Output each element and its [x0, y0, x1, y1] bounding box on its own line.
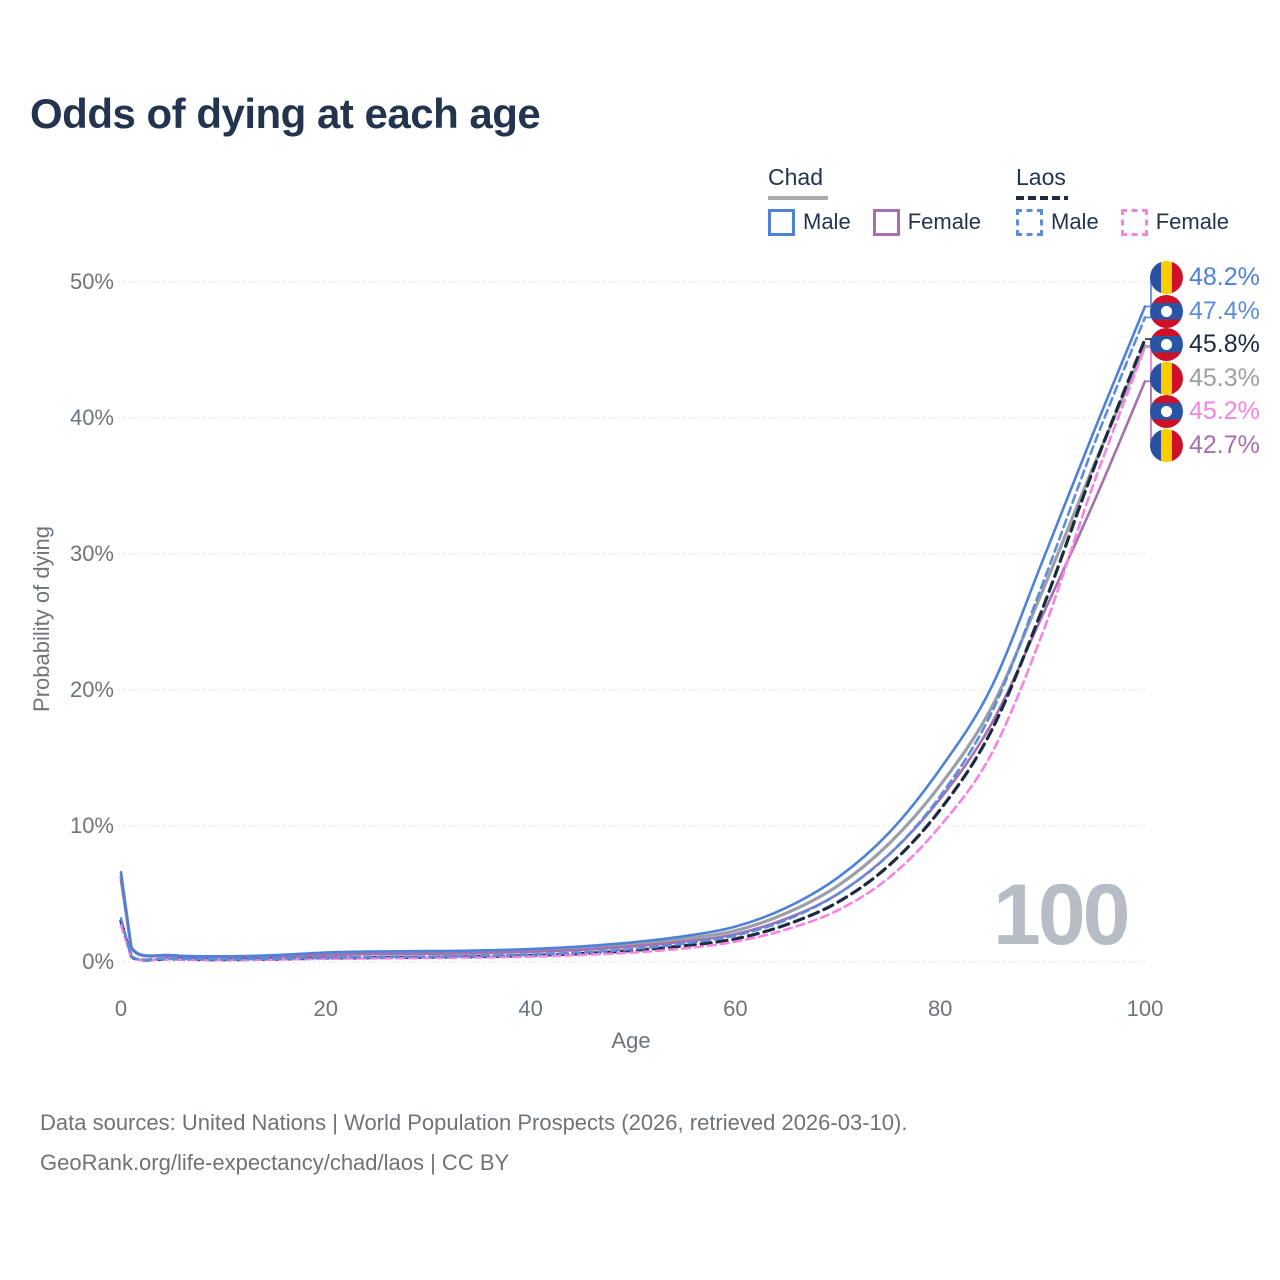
chad-male-swatch-icon: [768, 208, 795, 236]
end-label-row-laos-male: 47.4%: [1150, 294, 1260, 328]
footer-attribution: GeoRank.org/life-expectancy/chad/laos | …: [40, 1150, 510, 1175]
x-tick-label: 20: [313, 996, 339, 1021]
end-label-chad-male: 48.2%: [1189, 263, 1260, 291]
legend-label: Male: [803, 209, 851, 235]
legend-item-chad-male[interactable]: Male: [768, 208, 851, 236]
page-title: Odds of dying at each age: [30, 90, 541, 137]
x-tick-label: 40: [518, 996, 543, 1021]
end-label-row-laos-both: 45.8%: [1150, 328, 1260, 361]
laos-male-swatch-icon: [1016, 208, 1043, 236]
end-label-chad-both: 45.3%: [1189, 363, 1260, 392]
flag-laos-icon: [1150, 328, 1183, 361]
chad-female-swatch-icon: [872, 208, 900, 236]
legend-label: Female: [1155, 209, 1230, 235]
legend-item-chad-female[interactable]: Female: [872, 208, 982, 236]
y-tick-label: 30%: [69, 541, 114, 566]
end-label-row-chad-both: 45.3%: [1150, 361, 1260, 395]
line-chad-both: [119, 344, 1147, 959]
line-chad-male: [119, 305, 1147, 958]
end-label-row-laos-female: 45.2%: [1150, 395, 1260, 428]
flag-laos-icon: [1150, 294, 1183, 328]
footer-sources: Data sources: United Nations | World Pop…: [40, 1110, 908, 1135]
legend-item-laos-male[interactable]: Male: [1016, 208, 1099, 236]
legend-group-chad: Chad Male Female: [768, 164, 981, 236]
flag-laos-icon: [1150, 395, 1183, 428]
x-tick-label: 0: [114, 996, 128, 1021]
end-label-laos-male: 47.4%: [1189, 296, 1260, 325]
y-tick-label: 40%: [69, 405, 114, 430]
legend-country-laos[interactable]: Laos: [1016, 164, 1066, 190]
flag-chad-icon: [1150, 361, 1183, 395]
x-axis-title: Age: [611, 1028, 651, 1053]
end-label-row-chad-male: 48.2%: [1150, 261, 1260, 294]
line-chad-female: [119, 380, 1147, 959]
legend-item-laos-female[interactable]: Female: [1120, 208, 1230, 236]
legend-group-laos: Laos Male Female: [1016, 164, 1229, 236]
laos-female-swatch-icon: [1120, 208, 1148, 236]
y-tick-label: 0%: [82, 949, 114, 974]
y-tick-label: 50%: [69, 269, 114, 294]
age-watermark: 100: [993, 867, 1130, 963]
line-laos-male: [119, 316, 1147, 962]
end-label-row-chad-female: 42.7%: [1150, 428, 1260, 462]
y-tick-label: 10%: [69, 813, 114, 838]
x-tick-label: 60: [723, 996, 748, 1021]
legend-label: Female: [907, 209, 982, 235]
legend-chad-both-swatch-line: [768, 195, 828, 200]
end-label-laos-both: 45.8%: [1189, 330, 1260, 358]
legend-label: Male: [1051, 209, 1099, 235]
line-laos-both: [119, 337, 1147, 962]
legend-country-chad[interactable]: Chad: [768, 164, 823, 190]
flag-chad-icon: [1150, 428, 1183, 462]
flag-chad-icon: [1150, 261, 1183, 294]
x-tick-label: 100: [1126, 996, 1164, 1021]
end-label-laos-female: 45.2%: [1189, 397, 1260, 425]
y-tick-label: 20%: [69, 677, 114, 702]
line-laos-female: [119, 346, 1147, 962]
end-label-chad-female: 42.7%: [1189, 430, 1260, 459]
legend-laos-both-swatch-line: [1016, 195, 1068, 200]
x-tick-label: 80: [927, 996, 953, 1021]
